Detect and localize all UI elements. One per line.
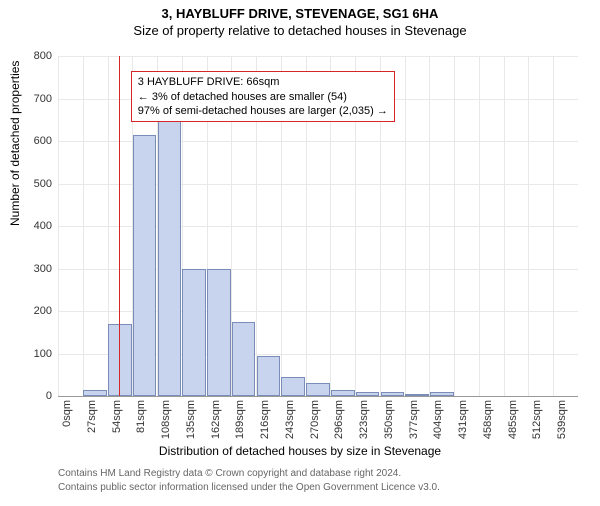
histogram-bar [83, 390, 107, 396]
histogram-bar [281, 377, 305, 396]
y-tick-label: 600 [34, 135, 52, 147]
gridline-v [429, 56, 430, 396]
y-tick-label: 300 [34, 263, 52, 275]
x-tick-label: 512sqm [531, 400, 543, 439]
y-tick-label: 0 [46, 390, 52, 402]
x-tick-label: 189sqm [234, 400, 246, 439]
histogram-plot: 01002003004005006007008000sqm27sqm54sqm8… [58, 56, 578, 396]
x-tick-label: 296sqm [333, 400, 345, 439]
x-tick-label: 431sqm [457, 400, 469, 439]
y-tick-label: 500 [34, 178, 52, 190]
x-tick-label: 404sqm [432, 400, 444, 439]
credit-line-1: Contains HM Land Registry data © Crown c… [58, 468, 401, 479]
x-axis-label: Distribution of detached houses by size … [0, 444, 600, 458]
x-tick-label: 81sqm [135, 400, 147, 433]
histogram-bar [108, 324, 132, 396]
histogram-bar [356, 392, 380, 396]
x-tick-label: 54sqm [111, 400, 123, 433]
x-tick-label: 27sqm [86, 400, 98, 433]
annotation-line: 97% of semi-detached houses are larger (… [138, 104, 388, 118]
histogram-bar [331, 390, 355, 396]
gridline-h [58, 56, 578, 57]
plot-area: 01002003004005006007008000sqm27sqm54sqm8… [58, 56, 578, 396]
x-tick-label: 135sqm [185, 400, 197, 439]
gridline-v [83, 56, 84, 396]
page-subtitle: Size of property relative to detached ho… [0, 23, 600, 38]
gridline-v [528, 56, 529, 396]
y-tick-label: 200 [34, 305, 52, 317]
x-tick-label: 162sqm [210, 400, 222, 439]
x-tick-label: 323sqm [358, 400, 370, 439]
reference-line [119, 56, 120, 396]
histogram-bar [405, 394, 429, 396]
x-tick-label: 350sqm [383, 400, 395, 439]
histogram-bar [430, 392, 454, 396]
annotation-line: 3 HAYBLUFF DRIVE: 66sqm [138, 75, 388, 89]
gridline-v [553, 56, 554, 396]
x-tick-label: 485sqm [507, 400, 519, 439]
gridline-v [454, 56, 455, 396]
x-tick-label: 243sqm [284, 400, 296, 439]
y-tick-label: 800 [34, 50, 52, 62]
y-tick-label: 100 [34, 348, 52, 360]
x-tick-label: 270sqm [309, 400, 321, 439]
y-tick-label: 400 [34, 220, 52, 232]
histogram-bar [133, 135, 157, 396]
x-tick-label: 458sqm [482, 400, 494, 439]
histogram-bar [232, 322, 256, 396]
histogram-bar [158, 118, 182, 396]
x-tick-label: 216sqm [259, 400, 271, 439]
histogram-bar [381, 392, 405, 396]
y-tick-label: 700 [34, 93, 52, 105]
x-tick-label: 539sqm [556, 400, 568, 439]
page-title: 3, HAYBLUFF DRIVE, STEVENAGE, SG1 6HA [0, 6, 600, 21]
x-tick-label: 377sqm [408, 400, 420, 439]
gridline-v [58, 56, 59, 396]
gridline-v [479, 56, 480, 396]
annotation-box: 3 HAYBLUFF DRIVE: 66sqm← 3% of detached … [131, 71, 395, 122]
y-axis-label: Number of detached properties [8, 61, 22, 226]
gridline-v [405, 56, 406, 396]
histogram-bar [306, 383, 330, 396]
x-tick-label: 108sqm [160, 400, 172, 439]
credit-line-2: Contains public sector information licen… [58, 482, 440, 493]
gridline-v [504, 56, 505, 396]
annotation-line: ← 3% of detached houses are smaller (54) [138, 90, 388, 104]
histogram-bar [182, 269, 206, 397]
x-tick-label: 0sqm [61, 400, 73, 427]
histogram-bar [207, 269, 231, 397]
histogram-bar [257, 356, 281, 396]
